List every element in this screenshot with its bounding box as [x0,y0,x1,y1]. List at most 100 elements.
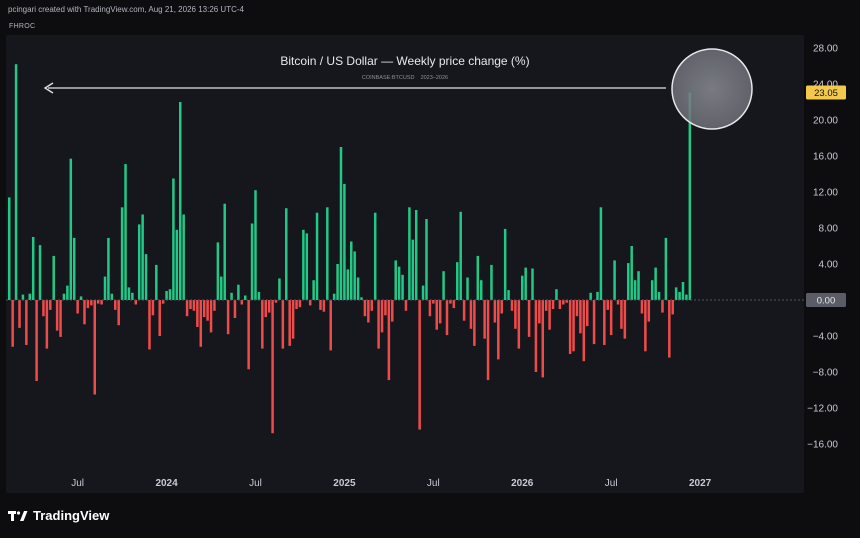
bar [66,285,69,300]
bar [548,300,551,330]
bar [110,293,114,300]
bar [445,300,449,336]
bar [155,264,158,300]
bar [175,229,179,300]
bar [332,293,336,300]
y-tick-label: 16.00 [813,152,838,163]
bar [531,268,534,300]
bar [558,300,562,309]
bar [527,300,531,337]
bar [209,300,213,333]
y-tick-label: 12.00 [813,188,838,199]
bar [83,300,86,325]
bar [585,300,589,327]
bar [326,207,329,300]
bar [192,300,196,311]
bars-layer [8,64,692,434]
bar [339,147,343,300]
last-value-badge: 23.05 [806,85,846,100]
bar [271,300,274,434]
bar [199,300,203,347]
bar [469,300,473,329]
bar [264,300,267,318]
bar [397,266,401,300]
bar [55,300,59,331]
highlight-circle [671,48,753,130]
bar [158,300,161,336]
bar [196,300,199,327]
bar [592,300,596,345]
bar [534,300,538,372]
bar [182,214,185,300]
bar [319,300,322,310]
tradingview-logo-icon [8,510,28,521]
bar [404,300,408,311]
bar [185,300,189,317]
bar [438,300,442,324]
y-tick-label: 28.00 [813,44,838,55]
bar [103,276,107,300]
bar [69,158,73,300]
bar [644,300,647,352]
bar [616,300,620,305]
bar [90,300,93,306]
bar [603,300,606,345]
bar [291,300,295,339]
bar [62,293,66,300]
bar [189,300,192,309]
bar [302,229,305,300]
bar [114,300,117,310]
bar [137,224,141,300]
bar [76,300,79,314]
bar [391,300,394,322]
x-tick-label: Jul [249,478,262,489]
bar [421,285,425,300]
bar [49,300,52,310]
bar [25,300,28,345]
plot-area [6,35,804,493]
bar [179,102,182,300]
bar [681,282,685,300]
tradingview-logo[interactable]: TradingView [8,508,109,523]
bar [350,241,353,300]
bar [257,291,261,300]
bar [172,178,175,300]
bar [322,300,326,312]
bar [285,208,288,300]
bar [685,294,688,300]
zero-value-label: 0.00 [817,296,836,307]
bar [503,228,507,300]
bar [161,300,165,304]
bar [72,237,76,300]
bar [609,300,613,336]
bar [168,289,172,300]
bar [661,300,664,313]
bar [555,289,558,300]
bar [575,300,579,317]
bar [250,223,254,300]
bar [452,300,456,309]
bar [202,300,206,318]
bar [688,92,692,300]
bar [124,164,127,300]
bar [568,300,572,354]
bar [8,197,11,300]
bar [657,291,661,300]
bar [459,211,462,300]
bar [637,271,640,300]
bar [613,260,616,300]
bar [220,276,223,300]
bar [127,287,131,300]
bar [524,267,527,300]
x-axis: Jul 2024 Jul 2025 Jul 2026 Jul 2027 [71,478,711,489]
bar [432,300,435,304]
bar [384,300,387,316]
bar [640,300,644,314]
y-tick-label: 24.00 [813,80,838,91]
bar [551,300,555,309]
bar [79,296,83,300]
bar [408,207,411,300]
bar [664,237,668,300]
bar [479,280,483,300]
